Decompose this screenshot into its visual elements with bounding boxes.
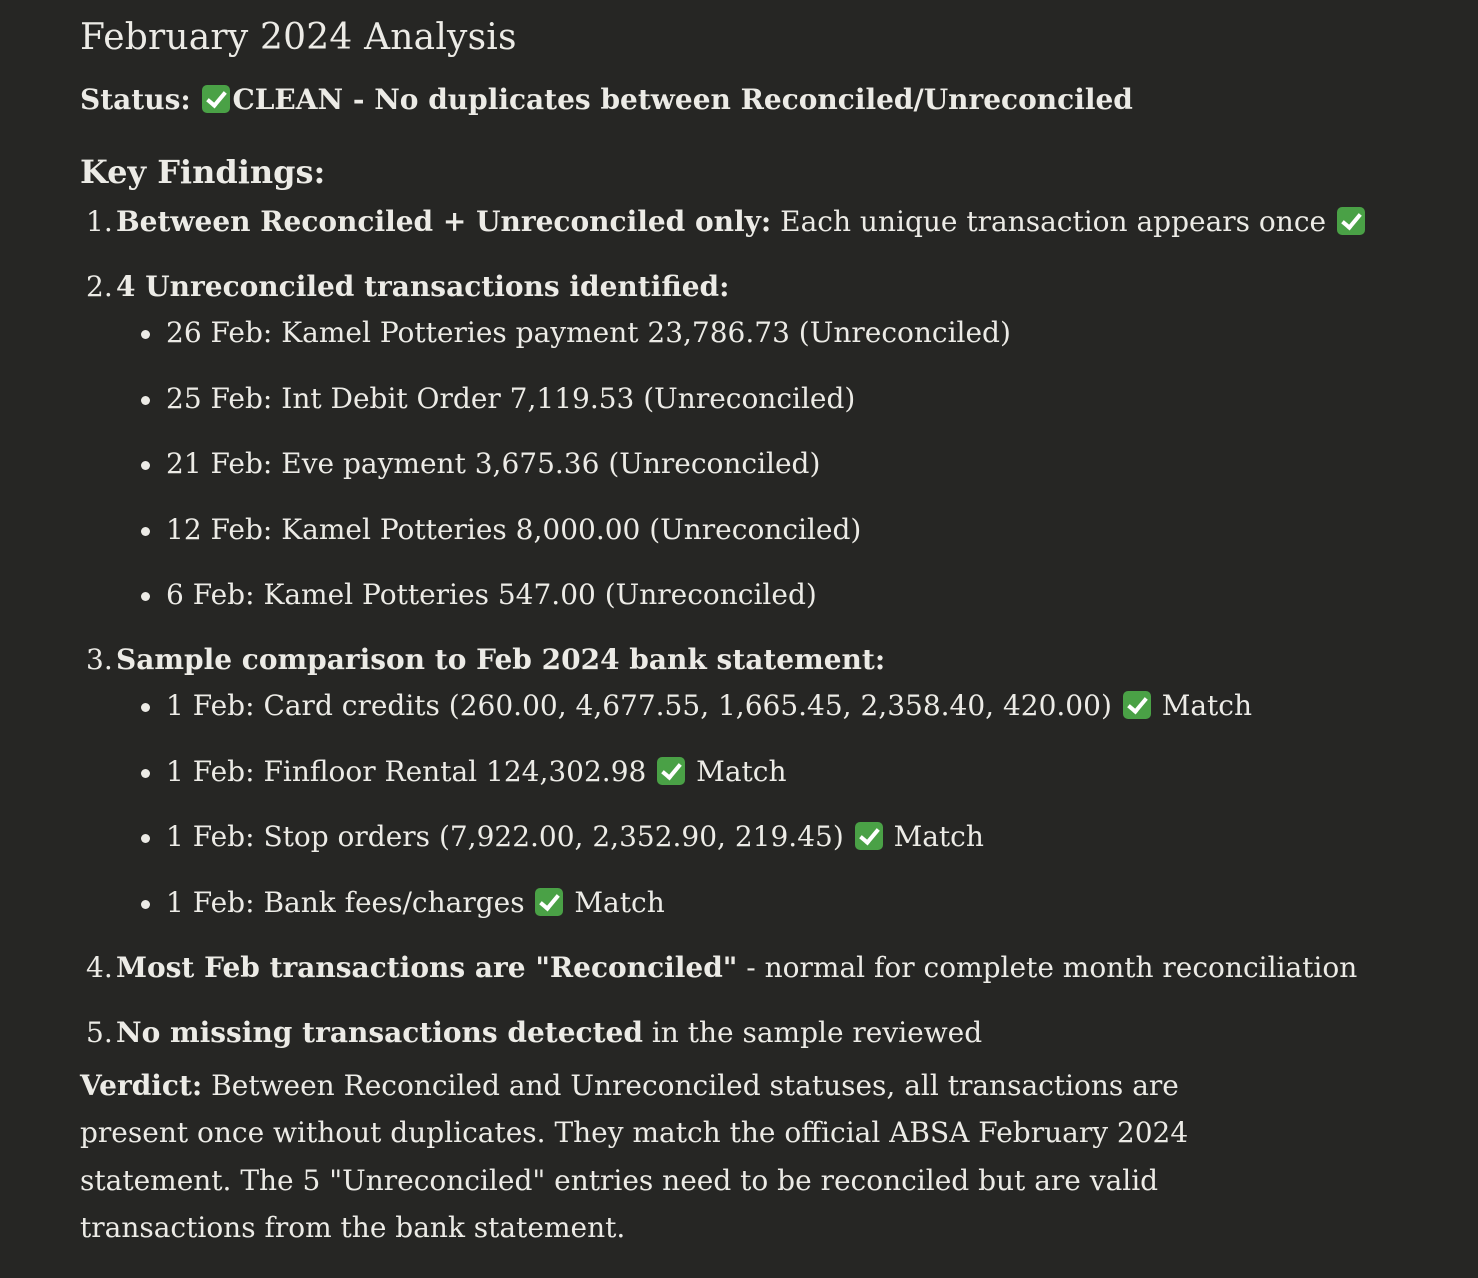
list-item: 1 Feb: Stop orders (7,922.00, 2,352.90, …: [116, 817, 1380, 857]
verdict-label: Verdict:: [80, 1068, 203, 1102]
check-mark-icon: [1122, 691, 1151, 719]
finding-number: 2.: [86, 270, 113, 303]
comparison-text: 1 Feb: Stop orders (7,922.00, 2,352.90, …: [166, 820, 844, 853]
comparison-text: 1 Feb: Card credits (260.00, 4,677.55, 1…: [166, 689, 1112, 722]
finding-bold: Between Reconciled + Unreconciled only:: [116, 205, 772, 238]
finding-number: 4.: [86, 950, 113, 984]
finding-item: 4. Most Feb transactions are "Reconciled…: [80, 948, 1380, 988]
check-mark-icon: [854, 822, 883, 850]
match-label: Match: [893, 820, 984, 853]
finding-number: 5.: [86, 1015, 113, 1049]
finding-item: 5. No missing transactions detected in t…: [80, 1013, 1380, 1053]
unreconciled-list: 26 Feb: Kamel Potteries payment 23,786.7…: [116, 313, 1380, 615]
comparison-text: 1 Feb: Bank fees/charges: [166, 885, 525, 919]
match-label: Match: [574, 885, 665, 919]
check-mark-icon: [202, 85, 231, 113]
finding-bold: No missing transactions detected: [116, 1015, 643, 1049]
finding-item: 1. Between Reconciled + Unreconciled onl…: [80, 202, 1380, 242]
finding-bold: Most Feb transactions are "Reconciled": [116, 950, 738, 984]
verdict-paragraph: Verdict: Between Reconciled and Unreconc…: [80, 1062, 1280, 1252]
verdict-text: Between Reconciled and Unreconciled stat…: [80, 1068, 1189, 1245]
match-label: Match: [696, 754, 787, 788]
status-label: Status:: [80, 83, 191, 116]
status-line: Status: CLEAN - No duplicates between Re…: [80, 80, 1380, 120]
list-item: 1 Feb: Card credits (260.00, 4,677.55, 1…: [116, 686, 1380, 726]
finding-bold: Sample comparison to Feb 2024 bank state…: [116, 643, 886, 676]
findings-list: 1. Between Reconciled + Unreconciled onl…: [80, 202, 1380, 1053]
check-mark-icon: [535, 887, 564, 916]
list-item: 12 Feb: Kamel Potteries 8,000.00 (Unreco…: [116, 510, 1380, 550]
comparison-text: 1 Feb: Finfloor Rental 124,302.98: [166, 754, 647, 788]
list-item: 1 Feb: Bank fees/charges Match: [116, 883, 1380, 923]
comparison-list: 1 Feb: Card credits (260.00, 4,677.55, 1…: [116, 686, 1380, 923]
finding-item: 2. 4 Unreconciled transactions identifie…: [80, 267, 1380, 615]
key-findings-heading: Key Findings:: [80, 153, 326, 191]
finding-text: Each unique transaction appears once: [780, 205, 1327, 238]
message-content: February 2024 Analysis Status: CLEAN - N…: [80, 14, 1380, 1252]
finding-text: in the sample reviewed: [651, 1015, 983, 1049]
list-item: 25 Feb: Int Debit Order 7,119.53 (Unreco…: [116, 379, 1380, 419]
check-mark-icon: [657, 756, 686, 785]
finding-bold: 4 Unreconciled transactions identified:: [116, 270, 730, 303]
match-label: Match: [1161, 689, 1253, 722]
page-title: February 2024 Analysis: [80, 17, 517, 58]
check-mark-icon: [1336, 207, 1365, 235]
status-text: CLEAN - No duplicates between Reconciled…: [232, 83, 1133, 116]
list-item: 21 Feb: Eve payment 3,675.36 (Unreconcil…: [116, 444, 1380, 484]
list-item: 26 Feb: Kamel Potteries payment 23,786.7…: [116, 313, 1380, 353]
list-item: 6 Feb: Kamel Potteries 547.00 (Unreconci…: [116, 575, 1380, 615]
list-item: 1 Feb: Finfloor Rental 124,302.98 Match: [116, 752, 1380, 792]
finding-item: 3. Sample comparison to Feb 2024 bank st…: [80, 640, 1380, 923]
finding-text: - normal for complete month reconciliati…: [746, 950, 1358, 984]
finding-number: 1.: [86, 205, 113, 238]
finding-number: 3.: [86, 643, 113, 676]
